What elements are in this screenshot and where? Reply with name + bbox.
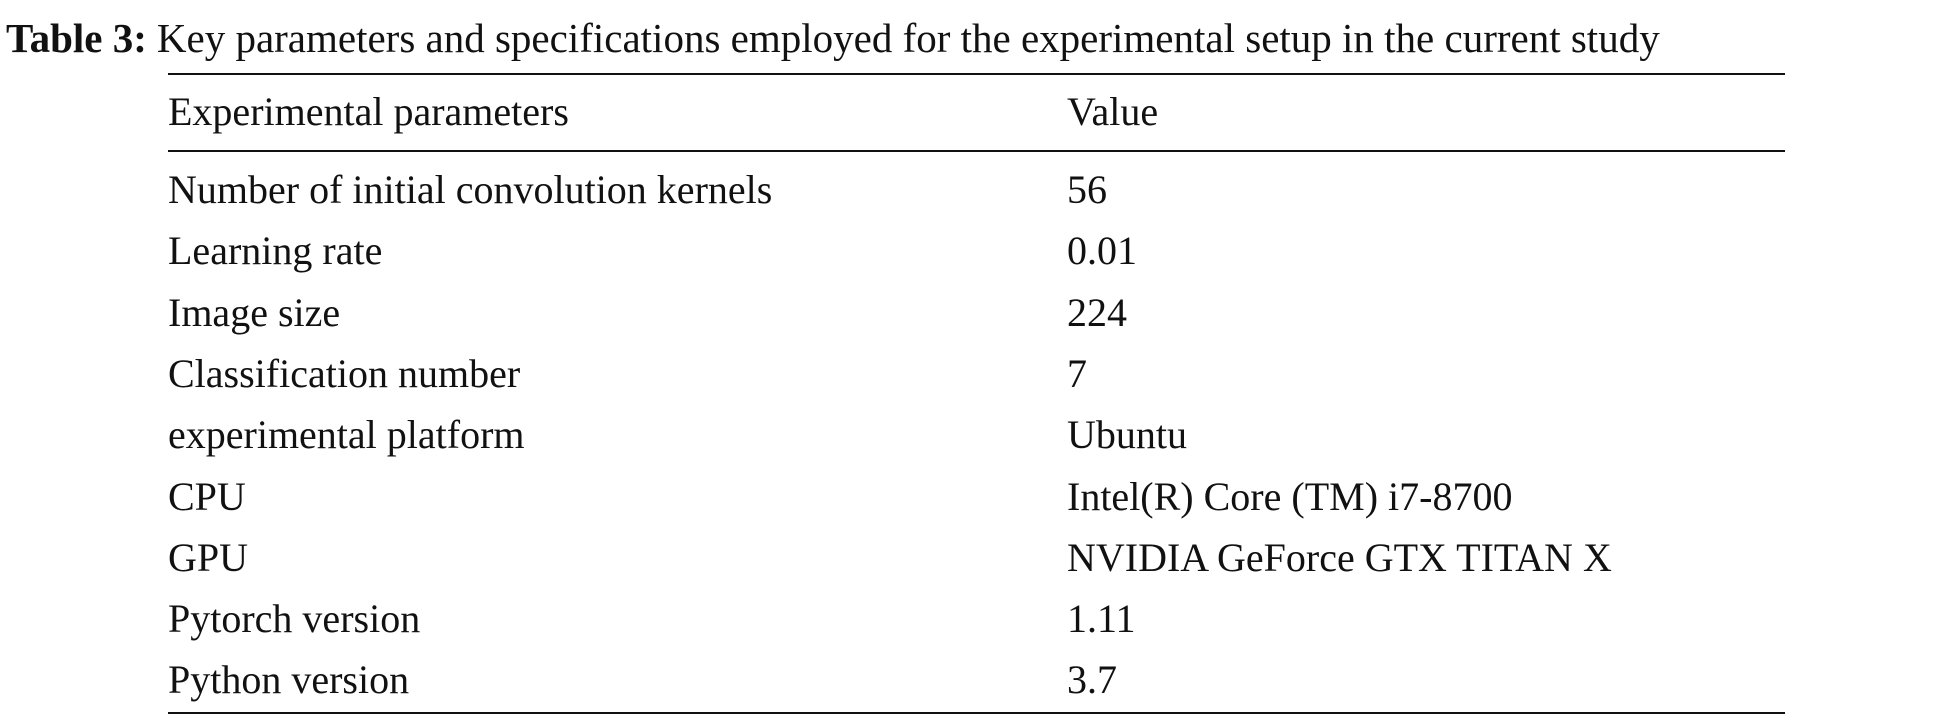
parameter-cell: Classification number — [168, 350, 521, 396]
table-caption: Table 3: Key parameters and specification… — [6, 14, 1660, 62]
top-rule — [168, 73, 1785, 75]
value-cell: 224 — [1067, 289, 1127, 335]
value-cell: 1.11 — [1067, 596, 1136, 642]
caption-text: Key parameters and specifications employ… — [156, 15, 1660, 61]
value-cell: Intel(R) Core (TM) i7-8700 — [1067, 473, 1513, 519]
value-cell: 3.7 — [1067, 657, 1117, 703]
value-cell: 0.01 — [1067, 228, 1137, 274]
parameter-cell: CPU — [168, 473, 246, 519]
parameter-cell: Pytorch version — [168, 596, 421, 642]
value-cell: NVIDIA GeForce GTX TITAN X — [1067, 534, 1612, 580]
parameter-cell: Python version — [168, 657, 410, 703]
parameter-cell: experimental platform — [168, 412, 525, 458]
value-cell: Ubuntu — [1067, 412, 1187, 458]
parameter-cell: Learning rate — [168, 228, 383, 274]
value-cell: 7 — [1067, 350, 1087, 396]
caption-label: Table 3: — [6, 15, 147, 61]
value-cell: 56 — [1067, 167, 1107, 212]
parameter-cell: Number of initial convolution kernels — [168, 167, 773, 212]
parameter-cell: Image size — [168, 289, 341, 335]
parameter-cell: GPU — [168, 534, 249, 580]
bottom-rule — [168, 712, 1785, 714]
header-cell: Experimental parameters — [168, 89, 569, 134]
header-rule — [168, 150, 1785, 152]
header-cell: Value — [1067, 89, 1159, 134]
